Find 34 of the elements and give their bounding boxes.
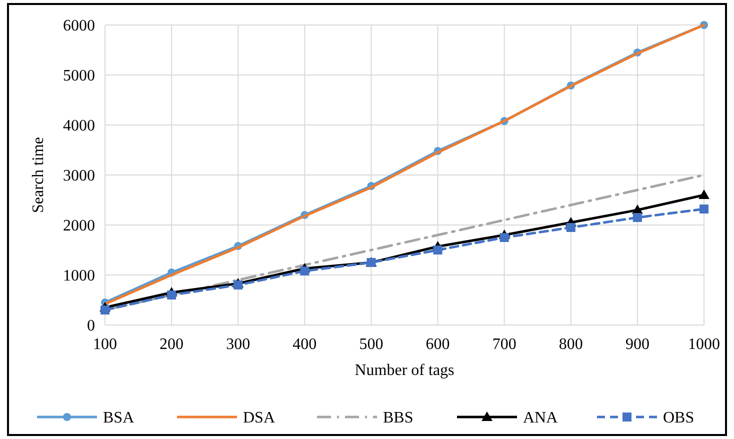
x-tick-label: 1000 <box>688 336 720 353</box>
y-axis-title: Search time <box>30 137 47 213</box>
x-tick-label: 100 <box>93 336 117 353</box>
x-tick-label: 900 <box>625 336 650 353</box>
point <box>500 233 509 242</box>
legend-label: BSA <box>103 410 135 427</box>
point <box>234 280 243 290</box>
y-tick-label: 2000 <box>63 218 95 235</box>
x-tick-label: 600 <box>426 336 450 353</box>
x-tick-label: 200 <box>160 336 184 353</box>
y-tick-label: 1000 <box>63 268 95 285</box>
x-tick-label: 300 <box>226 336 250 353</box>
y-tick-label: 3000 <box>63 168 95 185</box>
point <box>167 290 176 300</box>
legend-label: ANA <box>523 410 558 427</box>
x-axis-title: Number of tags <box>354 362 454 379</box>
y-tick-label: 5000 <box>63 68 95 85</box>
point <box>566 223 576 232</box>
x-tick-label: 400 <box>292 336 317 353</box>
y-tick-label: 6000 <box>63 18 95 35</box>
point <box>700 204 708 214</box>
y-tick-label: 0 <box>87 318 95 335</box>
x-tick-label: 800 <box>558 336 583 353</box>
point <box>100 306 110 314</box>
point <box>698 190 710 199</box>
legend-label: BBS <box>383 410 414 427</box>
x-tick-label: 500 <box>359 336 384 353</box>
point <box>632 213 642 222</box>
legend-label: DSA <box>243 410 276 427</box>
point <box>433 246 442 254</box>
y-tick-label: 4000 <box>63 118 95 135</box>
legend-label: OBS <box>663 410 694 427</box>
point <box>300 266 310 276</box>
x-tick-label: 700 <box>492 336 516 353</box>
